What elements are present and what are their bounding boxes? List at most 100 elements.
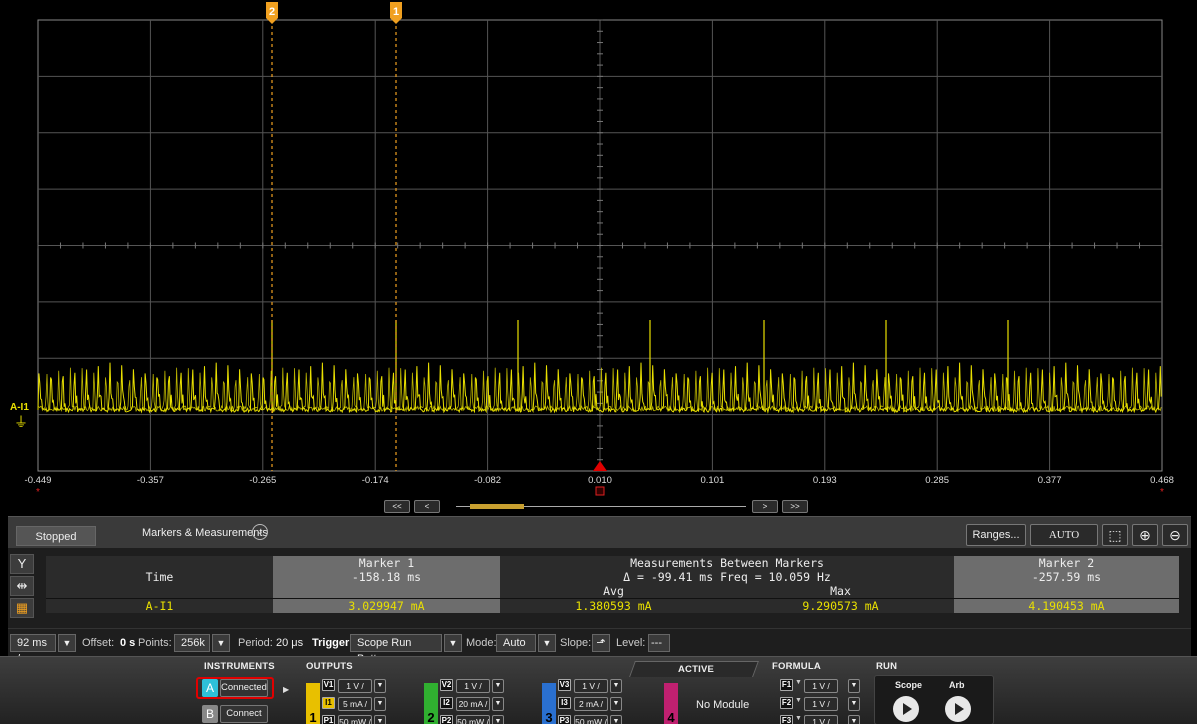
ch3-v-tag[interactable]: V3 (558, 679, 571, 691)
ch2-i-scale[interactable]: 20 mA / (456, 697, 490, 711)
f1-tag[interactable]: F1 (780, 679, 793, 691)
ch3-v-scale[interactable]: 1 V / (574, 679, 608, 693)
channel-label: A-I1 (10, 402, 29, 413)
channel-marker[interactable]: A-I1 (10, 402, 29, 413)
instrument-b-connect[interactable]: Connect (220, 705, 268, 723)
scroll-thumb[interactable] (470, 504, 524, 509)
instrument-b-badge: B (202, 705, 218, 723)
chevron-down-icon[interactable]: ▼ (492, 697, 504, 711)
trigger-origin-icon (595, 486, 605, 496)
x-tick-label: 0.377 (1038, 475, 1062, 486)
ch1-v-tag[interactable]: V1 (322, 679, 335, 691)
marker-tool-icon[interactable]: ⇹ (10, 576, 34, 596)
instrument-b[interactable]: B Connect (196, 703, 278, 724)
channel-3-bar: 3 (542, 683, 556, 724)
chevron-down-icon[interactable]: ▼ (848, 679, 860, 693)
probe-icon[interactable]: Y (10, 554, 34, 574)
x-tick-label: -0.357 (137, 475, 164, 486)
chevron-down-icon[interactable]: ▼ (374, 715, 386, 724)
ch1-i-scale[interactable]: 5 mA / (338, 697, 372, 711)
channel-1-bar: 1 (306, 683, 320, 724)
mode-select[interactable]: Auto (496, 634, 536, 652)
ch3-p-tag[interactable]: P3 (558, 715, 571, 724)
marker2-value: 4.190453 mA (954, 598, 1179, 613)
marker2-time: -257.59 ms (954, 570, 1179, 584)
ch3-i-tag[interactable]: I3 (558, 697, 571, 709)
scope-run-label: Scope (895, 680, 923, 690)
chevron-down-icon[interactable]: ▼ (795, 697, 802, 704)
grid-layout-icon[interactable]: ▦ (10, 598, 34, 618)
run-header: RUN (876, 661, 898, 672)
ch1-p-tag[interactable]: P1 (322, 715, 335, 724)
ch2-i-tag[interactable]: I2 (440, 697, 453, 709)
chevron-down-icon[interactable]: ▼ (492, 715, 504, 724)
chevron-down-icon[interactable]: ▼ (444, 634, 462, 652)
chevron-down-icon[interactable]: ▼ (212, 634, 230, 652)
chevron-down-icon[interactable]: ▼ (848, 715, 860, 724)
ch1-v-scale[interactable]: 1 V / (338, 679, 372, 693)
scroll-far-left-button[interactable]: << (384, 500, 410, 513)
f2-scale[interactable]: 1 V / (804, 697, 838, 711)
f1-scale[interactable]: 1 V / (804, 679, 838, 693)
chevron-down-icon[interactable]: ▼ (538, 634, 556, 652)
timebase-select[interactable]: 92 ms / (10, 634, 56, 665)
avg-label: Avg (500, 584, 727, 599)
f3-scale[interactable]: 1 V / (804, 715, 838, 724)
chevron-down-icon[interactable]: ▼ (610, 697, 622, 711)
ch2-v-scale[interactable]: 1 V / (456, 679, 490, 693)
ch1-p-scale[interactable]: 50 mW / (338, 715, 372, 724)
measurement-table: Marker 1 Measurements Between Markers Ma… (46, 556, 1179, 613)
zoom-out-icon[interactable]: ⊖ (1162, 524, 1188, 546)
instrument-a-state[interactable]: Connected (220, 679, 268, 697)
chevron-down-icon[interactable]: ▼ (374, 679, 386, 693)
run-status: Stopped (16, 526, 96, 546)
active-header: ACTIVE (678, 664, 715, 675)
f2-tag[interactable]: F2 (780, 697, 793, 709)
offset-value[interactable]: 0 s (120, 637, 136, 649)
scroll-track[interactable] (456, 506, 746, 507)
chevron-down-icon[interactable]: ⌄ (252, 524, 268, 540)
scroll-far-right-button[interactable]: >> (782, 500, 808, 513)
scope-play-icon[interactable] (893, 696, 919, 722)
marker-1-flag (390, 2, 402, 18)
channel-row-label: A-I1 (46, 598, 273, 613)
ch1-i-tag[interactable]: I1 (322, 697, 335, 709)
chevron-down-icon[interactable]: ▼ (795, 715, 802, 722)
timeline-scroller[interactable]: << < > >> (384, 500, 814, 514)
markers-measurements-label[interactable]: Markers & Measurements (142, 527, 268, 539)
x-tick-label: -0.082 (474, 475, 501, 486)
zoom-box-icon[interactable]: ⬚ (1102, 524, 1128, 546)
ranges-button[interactable]: Ranges... (966, 524, 1026, 546)
channel-3-number: 3 (545, 710, 553, 724)
scroll-right-button[interactable]: > (752, 500, 778, 513)
rising-slope-icon[interactable]: ⬏ (592, 634, 610, 652)
marker-1-label: 1 (393, 6, 399, 18)
zoom-in-icon[interactable]: ⊕ (1132, 524, 1158, 546)
ch3-p-scale[interactable]: 50 mW / (574, 715, 608, 724)
chevron-down-icon[interactable]: ▼ (848, 697, 860, 711)
chevron-down-icon[interactable]: ▼ (492, 679, 504, 693)
trigger-position-icon (593, 461, 607, 471)
chevron-down-icon[interactable]: ▼ (795, 679, 802, 686)
scroll-left-button[interactable]: < (414, 500, 440, 513)
trigger-select[interactable]: Scope Run Button (350, 634, 442, 665)
ch3-i-scale[interactable]: 2 mA / (574, 697, 608, 711)
chevron-down-icon[interactable]: ▼ (610, 715, 622, 724)
marker-2-label: 2 (269, 6, 275, 18)
chevron-down-icon[interactable]: ▼ (374, 697, 386, 711)
arb-play-icon[interactable] (945, 696, 971, 722)
points-select[interactable]: 256k (174, 634, 210, 652)
period-value: 20 μs (276, 637, 304, 649)
level-value[interactable]: --- (648, 634, 670, 652)
chevron-down-icon[interactable]: ▼ (58, 634, 76, 652)
ch2-p-scale[interactable]: 50 mW / (456, 715, 490, 724)
f3-tag[interactable]: F3 (780, 715, 793, 724)
chevron-down-icon[interactable]: ▼ (610, 679, 622, 693)
ch2-p-tag[interactable]: P2 (440, 715, 453, 724)
expand-arrow-icon[interactable]: ▶ (283, 685, 290, 694)
ch2-v-tag[interactable]: V2 (440, 679, 453, 691)
auto-scale-button[interactable]: AUTO SCALE (1030, 524, 1098, 561)
instrument-a[interactable]: A Connected (196, 677, 278, 699)
